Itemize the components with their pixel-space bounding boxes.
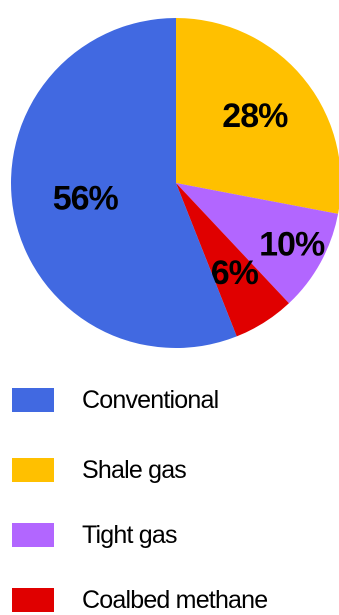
pie-label-tight-gas: 10% — [259, 226, 325, 264]
legend-item-coalbed-methane: Coalbed methane — [12, 585, 332, 615]
pie-label-coalbed-methane: 6% — [211, 254, 259, 292]
pie-slice-shale-gas — [176, 18, 339, 214]
legend-label-conventional: Conventional — [82, 386, 219, 414]
legend-swatch-coalbed-methane — [12, 588, 54, 612]
pie-slice-conventional — [10, 18, 237, 348]
pie-chart: 28% 10%6% 56% — [10, 18, 339, 348]
legend-item-tight-gas: Tight gas — [12, 520, 332, 550]
pie-slice-tight-gas — [176, 183, 339, 304]
legend-item-shale-gas: Shale gas — [12, 455, 332, 485]
legend-swatch-tight-gas — [12, 523, 54, 547]
legend-label-coalbed-methane: Coalbed methane — [82, 586, 268, 614]
pie-slice-coalbed-methane — [176, 183, 289, 337]
legend-label-tight-gas: Tight gas — [82, 521, 178, 549]
legend-swatch-shale-gas — [12, 458, 54, 482]
legend-label-shale-gas: Shale gas — [82, 456, 187, 484]
legend-item-conventional: Conventional — [12, 385, 332, 415]
legend-swatch-conventional — [12, 388, 54, 412]
pie-label-shale-gas: 28% — [222, 97, 288, 135]
pie-label-conventional: 56% — [53, 179, 119, 217]
